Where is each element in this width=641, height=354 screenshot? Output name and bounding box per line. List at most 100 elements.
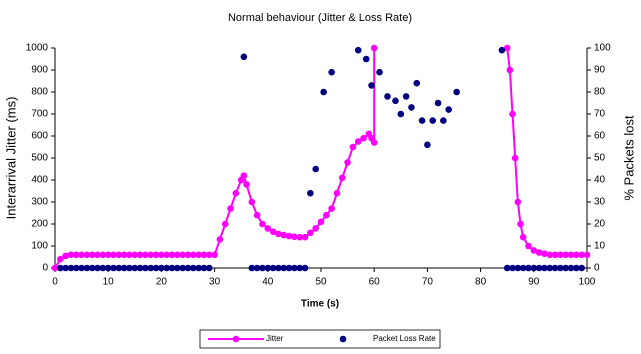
loss-point [99, 264, 107, 272]
loss-point [402, 93, 410, 100]
loss-point [296, 264, 304, 272]
loss-point [368, 82, 375, 89]
jitter-marker [259, 220, 266, 228]
y-tick-label: 800 [31, 87, 48, 98]
y2-axis-label: % Packets lost [621, 115, 636, 201]
y-tick-label: 100 [31, 241, 48, 252]
loss-point [440, 117, 447, 124]
loss-point [88, 264, 96, 272]
loss-point [179, 264, 186, 272]
jitter-marker [333, 189, 341, 197]
loss-point [562, 264, 570, 272]
loss-point [83, 264, 91, 272]
x-tick-label: 10 [103, 277, 115, 288]
jitter-marker [338, 174, 346, 182]
jitter-marker [323, 211, 330, 219]
jitter-marker [370, 44, 378, 52]
jitter-marker [503, 44, 511, 52]
jitter-marker [291, 233, 298, 241]
loss-point [57, 264, 64, 272]
jitter-marker [354, 138, 362, 145]
loss-point [424, 141, 431, 149]
jitter-marker [78, 251, 85, 259]
jitter-marker [232, 189, 240, 197]
y2-tick-label: 60 [594, 131, 606, 142]
loss-point [578, 264, 585, 272]
jitter-marker [296, 233, 304, 241]
y2-tick-label: 20 [594, 219, 606, 230]
loss-point [184, 264, 192, 272]
jitter-marker [88, 251, 96, 259]
loss-point [519, 264, 527, 272]
loss-point [94, 264, 101, 272]
y2-tick-label: 70 [594, 109, 606, 120]
legend-marker [339, 335, 347, 343]
loss-point [376, 68, 383, 76]
jitter-marker [227, 205, 234, 212]
loss-point [530, 264, 538, 272]
jitter-marker [240, 172, 248, 179]
loss-point [136, 264, 144, 272]
jitter-marker [99, 251, 107, 259]
loss-point [190, 264, 197, 272]
loss-point [240, 53, 248, 61]
jitter-marker [179, 251, 186, 259]
x-tick-label: 60 [369, 277, 381, 288]
jitter-marker [307, 229, 314, 237]
loss-point [174, 264, 181, 272]
loss-point [67, 264, 75, 272]
loss-point [307, 189, 314, 197]
jitter-marker [216, 236, 224, 243]
loss-point [62, 264, 69, 272]
loss-point [195, 264, 202, 272]
loss-point [269, 264, 277, 272]
loss-point [525, 264, 532, 272]
y2-tick-label: 100 [594, 43, 611, 54]
jitter-marker [248, 198, 256, 206]
loss-point [514, 264, 522, 272]
jitter-marker [136, 251, 144, 259]
y-tick-label: 700 [31, 109, 48, 120]
loss-point [126, 264, 133, 272]
loss-point [328, 68, 335, 76]
loss-point [301, 264, 309, 272]
y2-tick-label: 90 [594, 65, 606, 76]
loss-point [418, 117, 426, 124]
jitter-marker [506, 66, 514, 74]
jitter-marker [275, 230, 282, 238]
loss-point [354, 46, 362, 54]
loss-point [104, 264, 112, 272]
loss-point [384, 93, 391, 100]
jitter-marker [349, 143, 357, 151]
jitter-marker [301, 233, 309, 241]
jitter-marker [142, 251, 149, 259]
loss-point [453, 88, 460, 96]
jitter-marker [264, 225, 272, 232]
legend-marker [232, 335, 240, 343]
loss-point [445, 106, 452, 113]
loss-point [264, 264, 272, 272]
loss-point [541, 264, 548, 272]
jitter-marker [328, 205, 335, 212]
y-axis-label: Interarrival Jitter (ms) [3, 97, 18, 220]
legend-box [199, 329, 441, 349]
y-tick-label: 200 [31, 219, 48, 230]
y-tick-label: 900 [31, 65, 48, 76]
loss-point [429, 117, 437, 124]
jitter-line [54, 48, 376, 269]
y2-tick-label: 0 [594, 263, 600, 274]
jitter-marker [530, 247, 538, 254]
jitter-marker [253, 211, 261, 219]
loss-point [200, 264, 208, 272]
jitter-marker [200, 251, 208, 259]
loss-point [573, 264, 580, 272]
jitter-marker [519, 233, 527, 241]
jitter-marker [184, 251, 192, 259]
jitter-marker [221, 220, 229, 228]
loss-point [434, 99, 442, 107]
loss-point [397, 110, 405, 118]
jitter-marker [578, 251, 585, 259]
loss-point [115, 264, 123, 272]
jitter-marker [72, 251, 80, 259]
jitter-marker [280, 231, 288, 239]
